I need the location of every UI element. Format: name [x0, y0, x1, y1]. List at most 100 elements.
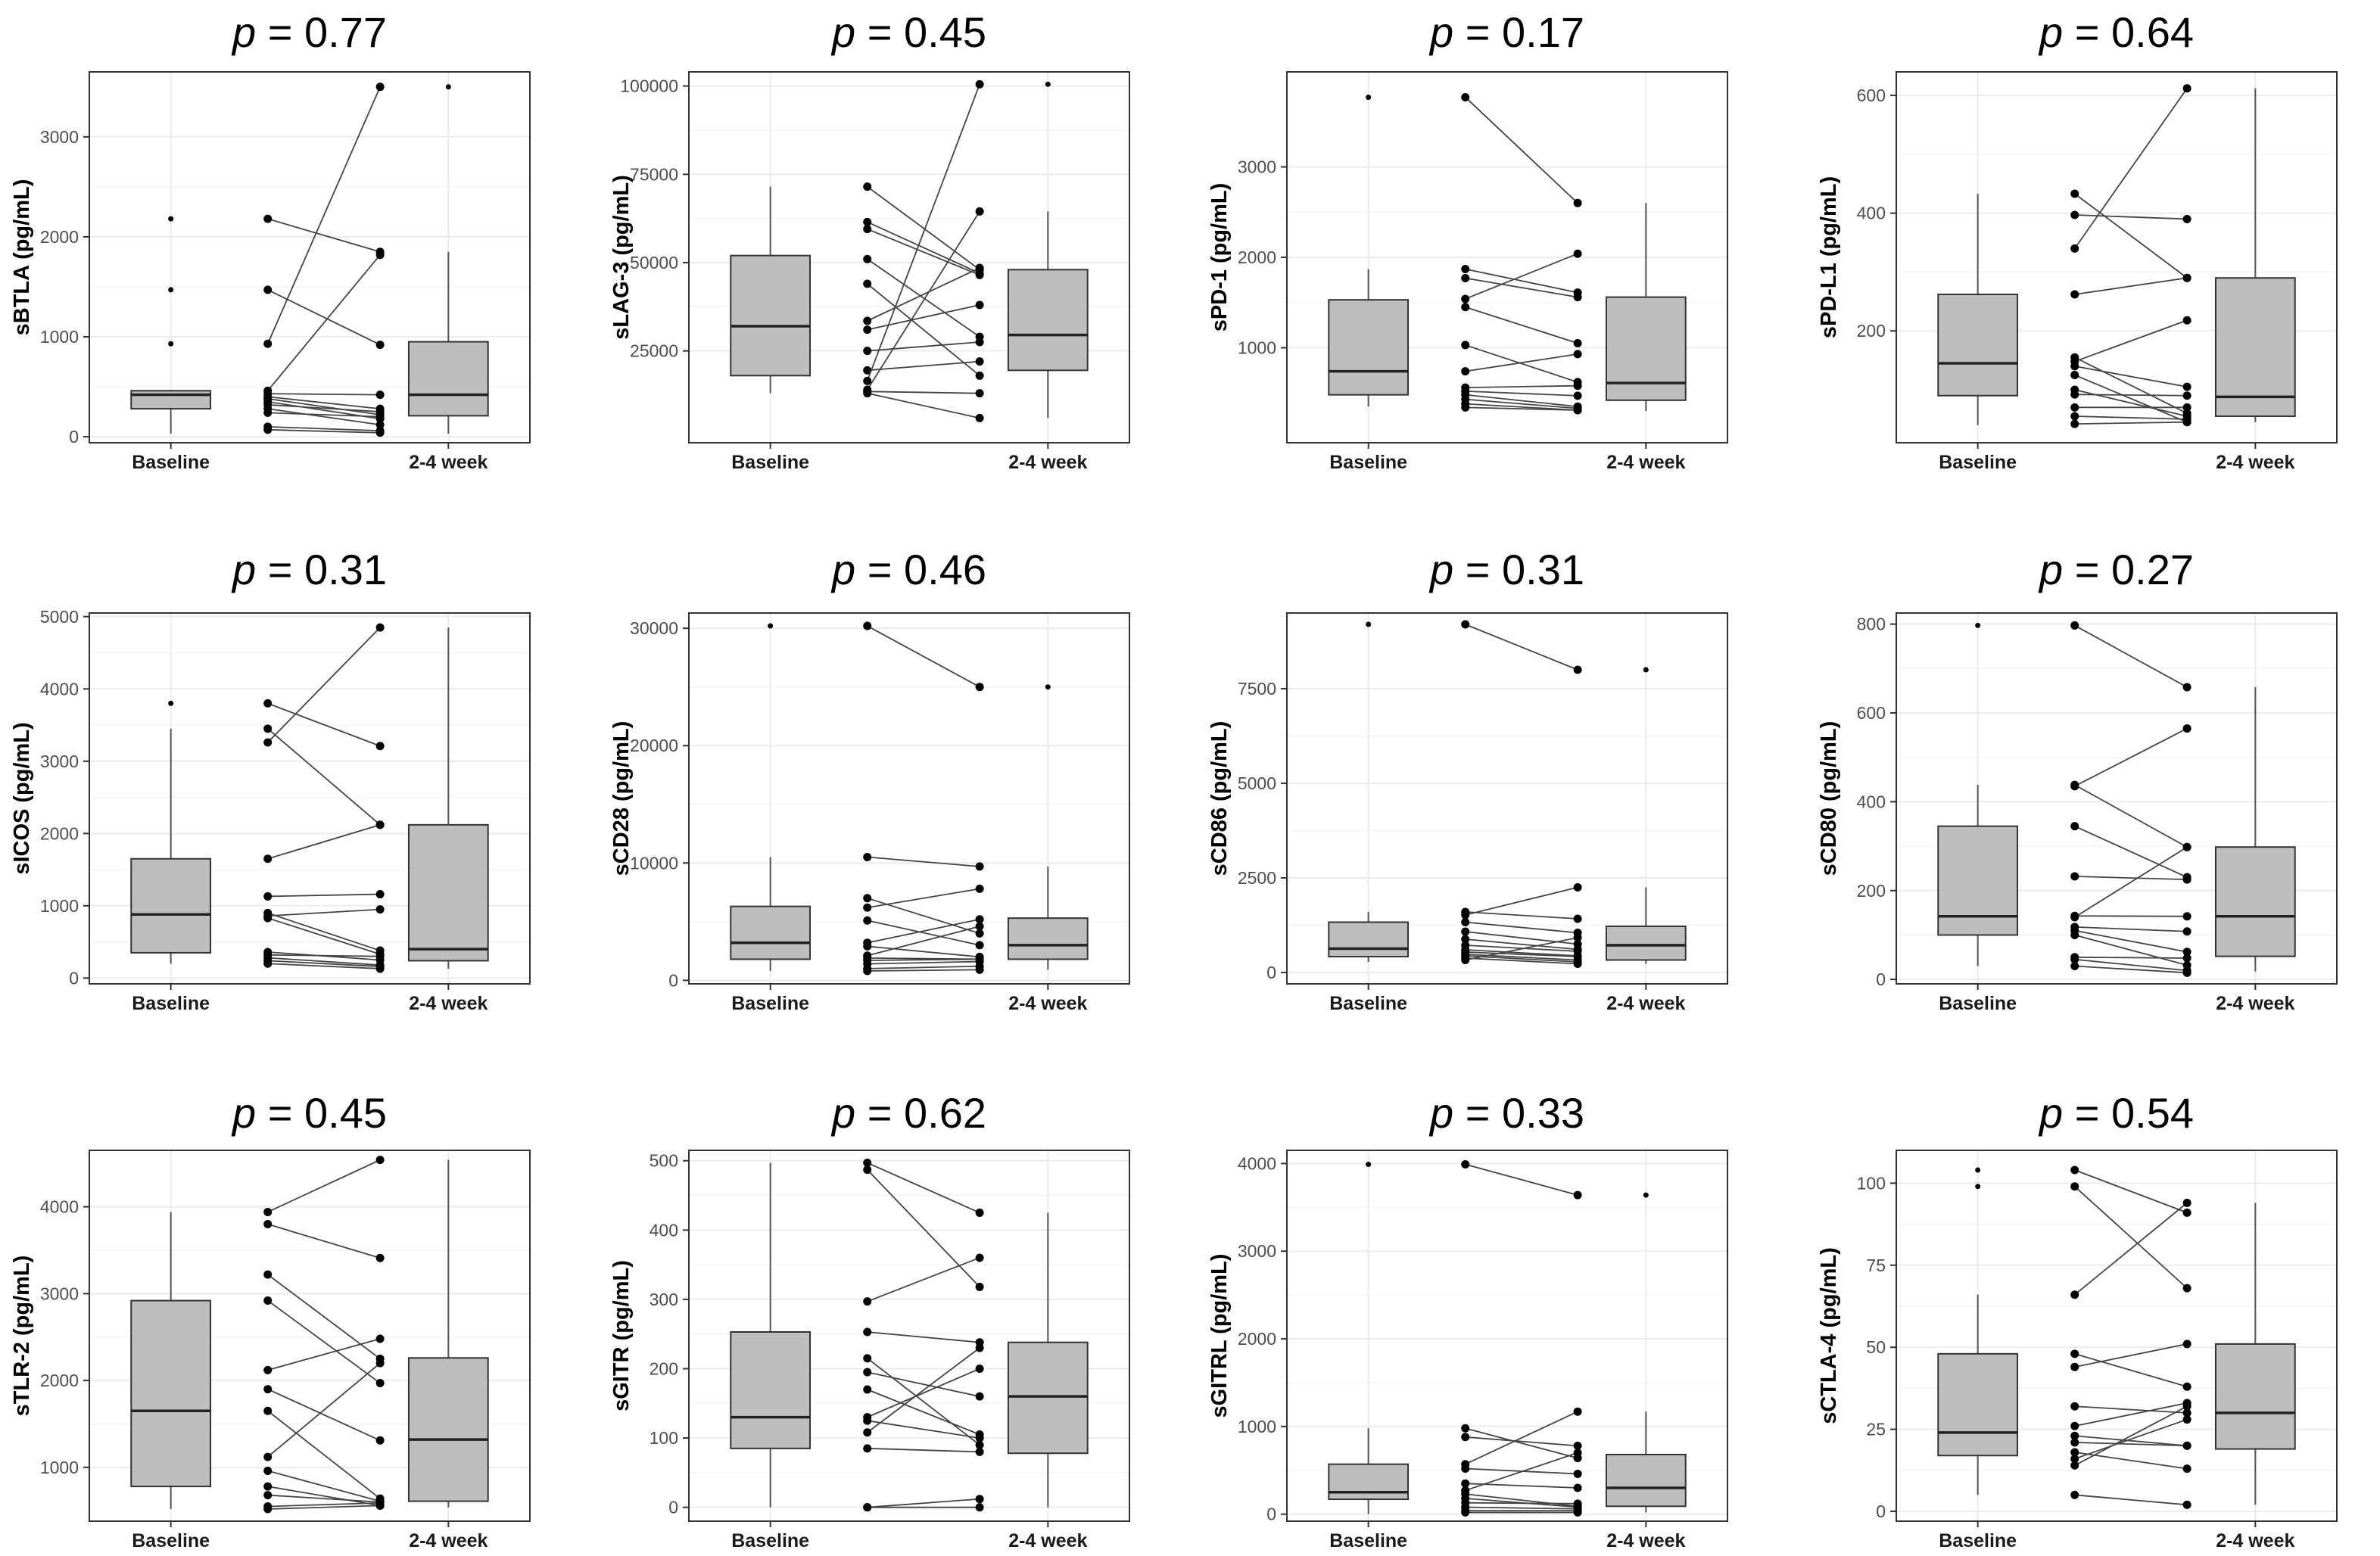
plot-frame — [89, 1150, 531, 1522]
pair-line — [267, 627, 381, 743]
baseline-point — [2070, 244, 2079, 253]
y-tick-label: 0 — [69, 427, 79, 447]
chart-title: p = 0.17 — [1428, 8, 1584, 56]
pair-line — [867, 1389, 980, 1436]
x-tick-label: Baseline — [1939, 452, 2017, 473]
p-symbol: p — [830, 8, 855, 56]
x-tick-label: Baseline — [731, 993, 809, 1014]
paired-observation — [263, 623, 385, 747]
y-tick-label: 2500 — [1238, 868, 1276, 888]
box-iqr — [1937, 825, 2019, 936]
y-tick-label: 500 — [650, 1151, 678, 1171]
paired-observation — [863, 357, 984, 375]
y-tick-label: 5000 — [1238, 773, 1276, 793]
pair-line — [267, 1486, 381, 1507]
paired-observation — [863, 225, 984, 279]
paired-observation — [263, 1220, 385, 1262]
follow-up-point — [975, 862, 984, 871]
baseline-point — [863, 916, 872, 925]
chart-title: p = 0.62 — [830, 1089, 986, 1137]
paired-observation — [863, 1354, 984, 1449]
baseline-point — [263, 1296, 273, 1305]
x-tick-label: Baseline — [1939, 1530, 2017, 1551]
chart-title: p = 0.77 — [231, 8, 387, 56]
x-tick-label: 2-4 week — [409, 1530, 488, 1551]
pair-line — [2074, 1352, 2188, 1388]
paired-observation — [2070, 362, 2192, 391]
y-tick-label: 600 — [1857, 703, 1886, 723]
p-symbol: p — [231, 8, 256, 56]
pair-line — [2074, 624, 2188, 688]
chart-panel-8: 0 200 400 600 800 Baseline 2-4 week sCD80 (pg/m… — [1817, 546, 2338, 1014]
box-iqr — [730, 1330, 812, 1449]
paired-observation — [263, 425, 385, 437]
pair-line — [1465, 96, 1578, 204]
follow-up-point — [975, 1447, 984, 1456]
baseline-point — [2070, 390, 2079, 399]
y-tick-label: 100 — [650, 1428, 678, 1448]
pair-line — [1465, 398, 1578, 409]
baseline-point — [863, 1327, 872, 1337]
follow-up-point — [2182, 1415, 2192, 1424]
outlier-point — [445, 84, 451, 90]
pair-line — [266, 86, 381, 344]
pair-line — [2074, 926, 2188, 932]
baseline-point — [263, 1406, 273, 1415]
x-tick-label: 2-4 week — [2216, 1530, 2294, 1551]
box-baseline — [130, 216, 212, 434]
follow-up-point — [975, 389, 984, 398]
y-axis-label: sTLR-2 (pg/mL) — [10, 1256, 34, 1417]
p-symbol: p — [830, 1089, 855, 1137]
pair-line — [867, 1169, 980, 1288]
box-iqr — [1328, 299, 1410, 396]
pair-line — [867, 958, 980, 961]
p-symbol: p — [1428, 1089, 1453, 1137]
pair-line — [2074, 1186, 2188, 1289]
paired-observation — [863, 965, 984, 976]
y-axis-label: sCD86 (pg/mL) — [1207, 721, 1232, 876]
y-tick-label: 3000 — [40, 752, 79, 771]
y-tick-label: 10000 — [630, 853, 678, 873]
chart-panel-10: 0 100 200 300 400 500 Baseline 2-4 week sGITR (p… — [609, 1089, 1130, 1551]
y-tick-label: 4000 — [40, 1197, 79, 1217]
box-iqr — [1007, 269, 1089, 372]
pair-line — [267, 1505, 381, 1510]
follow-up-point — [2182, 1284, 2192, 1293]
paired-observation — [863, 263, 984, 325]
pair-line — [1465, 353, 1578, 372]
baseline-point — [2070, 1438, 2079, 1447]
follow-up-point — [2182, 1340, 2192, 1349]
baseline-point — [2070, 1290, 2079, 1299]
pair-line — [867, 960, 980, 965]
follow-up-point — [2182, 403, 2192, 412]
follow-up-point — [2182, 683, 2192, 692]
baseline-point — [263, 408, 273, 417]
baseline-point — [863, 376, 872, 385]
paired-observation — [2070, 1340, 2192, 1371]
baseline-point — [2070, 371, 2079, 380]
follow-up-point — [1573, 1483, 1582, 1492]
paired-observation — [1461, 350, 1582, 376]
y-tick-label: 1000 — [1238, 338, 1276, 358]
y-axis-label: sPD-1 (pg/mL) — [1207, 183, 1232, 332]
box-follow-up — [407, 1159, 489, 1508]
pair-line — [867, 283, 980, 377]
paired-observation — [863, 884, 984, 912]
follow-up-point — [2182, 1500, 2192, 1509]
pair-line — [2074, 956, 2188, 959]
pair-line — [267, 1388, 381, 1442]
baseline-point — [1461, 1479, 1470, 1488]
pair-line — [2074, 356, 2188, 414]
paired-observation — [263, 890, 385, 901]
pair-line — [267, 397, 381, 415]
baseline-point — [2070, 930, 2079, 939]
paired-observation — [2070, 412, 2192, 424]
follow-up-point — [2182, 214, 2192, 223]
paired-observation — [2070, 273, 2192, 299]
chart-panel-7: 0 2500 5000 7500 Baseline 2-4 week sCD86 (pg/m… — [1207, 546, 1728, 1014]
y-tick-label: 2000 — [1238, 1329, 1276, 1349]
follow-up-point — [975, 683, 984, 692]
plot-frame — [688, 612, 1130, 985]
baseline-point — [863, 941, 872, 951]
pair-line — [867, 1420, 980, 1439]
